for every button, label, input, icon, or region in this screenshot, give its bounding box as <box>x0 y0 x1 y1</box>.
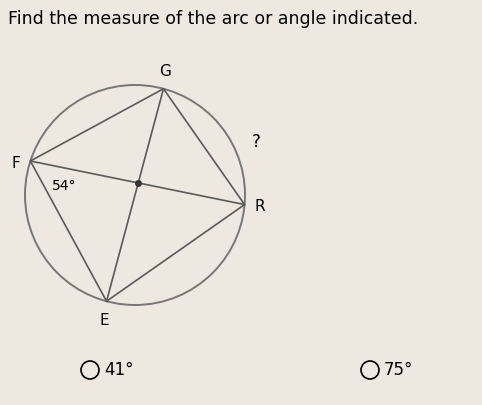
Text: F: F <box>12 156 20 171</box>
Text: R: R <box>254 199 265 214</box>
Text: 41°: 41° <box>104 361 134 379</box>
Text: G: G <box>160 64 172 79</box>
Text: 54°: 54° <box>53 179 77 193</box>
Text: E: E <box>100 313 109 328</box>
Text: Find the measure of the arc or angle indicated.: Find the measure of the arc or angle ind… <box>8 10 418 28</box>
Text: ?: ? <box>252 133 261 151</box>
Text: 75°: 75° <box>384 361 414 379</box>
